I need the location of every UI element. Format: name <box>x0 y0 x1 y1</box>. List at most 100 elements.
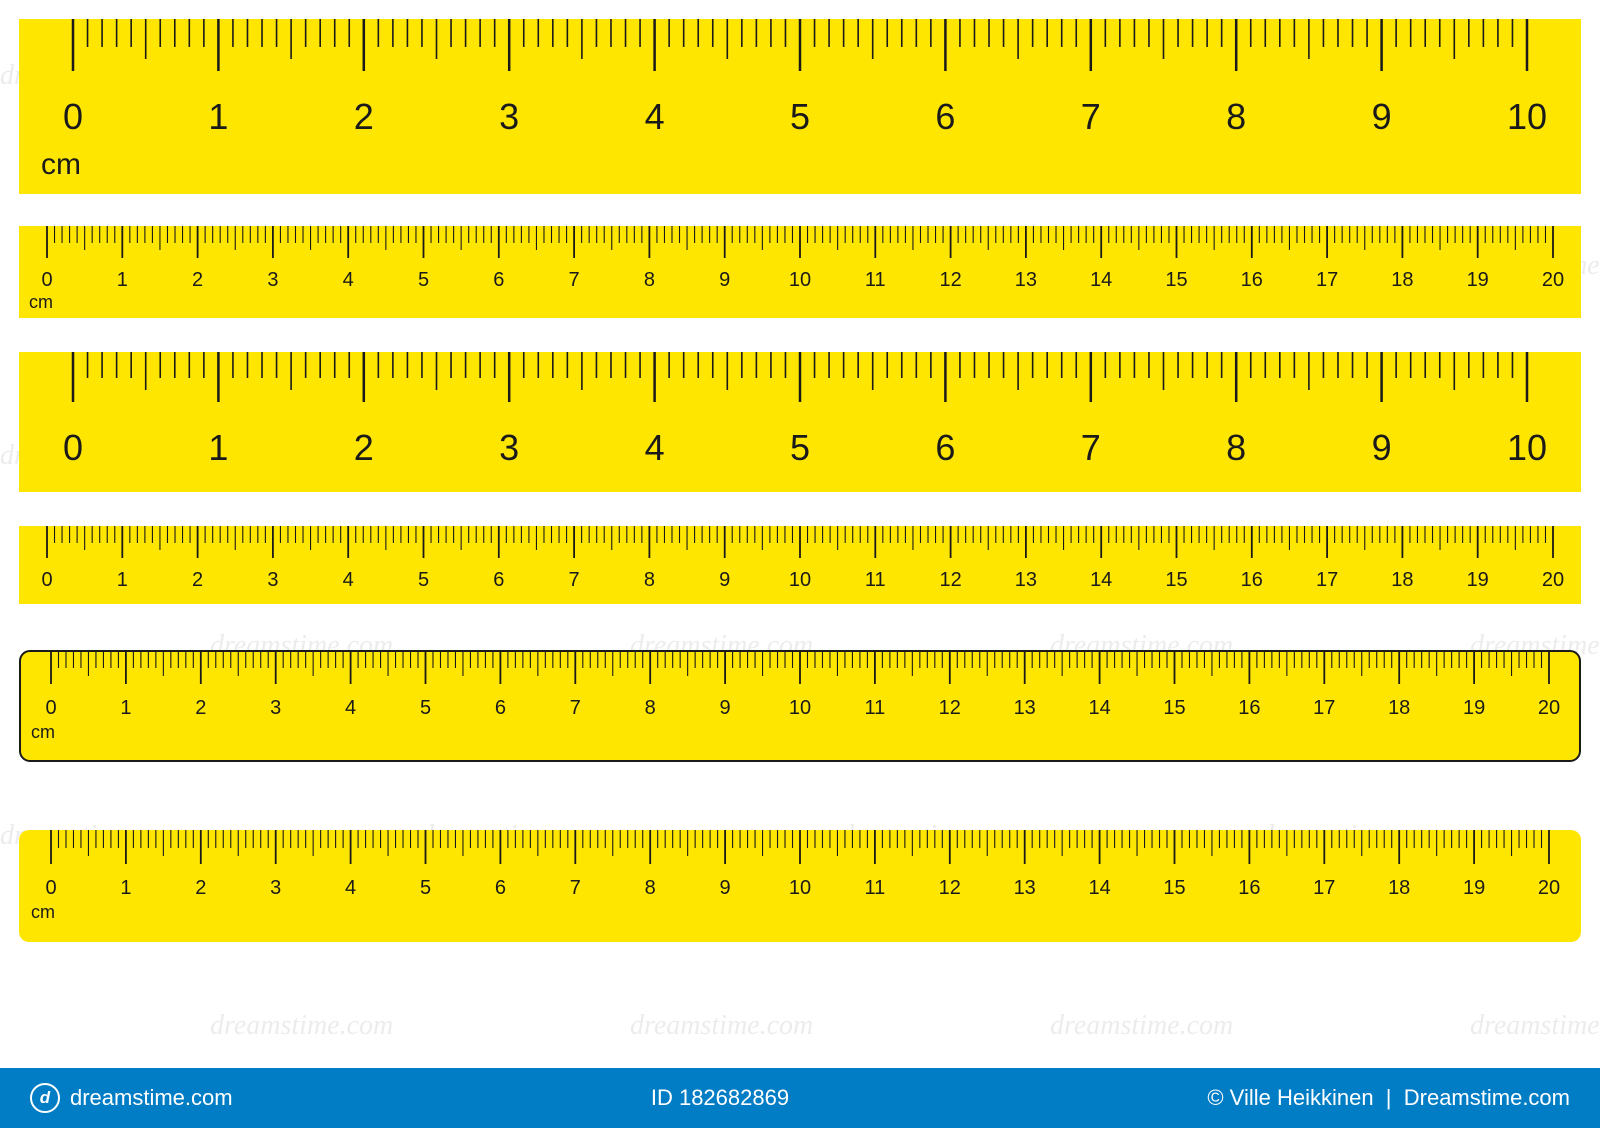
svg-text:10: 10 <box>789 269 811 291</box>
svg-text:2: 2 <box>195 877 206 899</box>
svg-text:3: 3 <box>267 269 278 291</box>
svg-text:4: 4 <box>343 269 354 291</box>
svg-text:12: 12 <box>939 569 961 591</box>
svg-text:13: 13 <box>1015 569 1037 591</box>
dreamstime-logo-icon: d <box>30 1083 60 1113</box>
svg-text:4: 4 <box>645 96 665 137</box>
svg-text:5: 5 <box>418 269 429 291</box>
svg-text:10: 10 <box>1507 96 1547 137</box>
svg-text:4: 4 <box>345 877 356 899</box>
svg-text:13: 13 <box>1014 697 1036 719</box>
svg-text:1: 1 <box>117 269 128 291</box>
footer-id: ID 182682869 <box>651 1085 789 1111</box>
watermark-text: dreamstime.com <box>1050 1010 1233 1042</box>
svg-text:19: 19 <box>1463 697 1485 719</box>
footer-brand: d dreamstime.com <box>30 1083 233 1113</box>
watermark-text: dreamstime.com <box>210 1010 393 1042</box>
svg-text:2: 2 <box>192 569 203 591</box>
svg-text:15: 15 <box>1163 877 1185 899</box>
svg-text:0: 0 <box>63 96 83 137</box>
svg-text:17: 17 <box>1313 877 1335 899</box>
ruler-10cm-large: 012345678910cm <box>19 19 1581 194</box>
svg-text:18: 18 <box>1391 269 1413 291</box>
attribution-footer: d dreamstime.com ID 182682869 © Ville He… <box>0 1068 1600 1128</box>
ruler-20cm-bordered: 01234567891011121314151617181920cm <box>19 650 1581 762</box>
svg-text:10: 10 <box>789 569 811 591</box>
svg-text:0: 0 <box>41 569 52 591</box>
svg-text:3: 3 <box>499 427 519 468</box>
svg-text:19: 19 <box>1467 269 1489 291</box>
watermark-text: dreamstime.com <box>630 1010 813 1042</box>
svg-text:9: 9 <box>1372 427 1392 468</box>
svg-text:7: 7 <box>570 877 581 899</box>
svg-text:2: 2 <box>192 269 203 291</box>
ruler-20cm-rounded: 01234567891011121314151617181920cm <box>19 830 1581 942</box>
svg-text:6: 6 <box>495 877 506 899</box>
svg-text:20: 20 <box>1538 697 1560 719</box>
svg-text:4: 4 <box>343 569 354 591</box>
svg-text:15: 15 <box>1163 697 1185 719</box>
svg-text:7: 7 <box>570 697 581 719</box>
svg-text:16: 16 <box>1238 697 1260 719</box>
svg-text:7: 7 <box>1081 427 1101 468</box>
svg-text:4: 4 <box>345 697 356 719</box>
svg-text:9: 9 <box>719 269 730 291</box>
svg-text:8: 8 <box>1226 96 1246 137</box>
svg-text:3: 3 <box>267 569 278 591</box>
svg-text:5: 5 <box>790 96 810 137</box>
svg-text:6: 6 <box>493 269 504 291</box>
svg-text:0: 0 <box>45 877 56 899</box>
svg-text:19: 19 <box>1467 569 1489 591</box>
svg-text:12: 12 <box>939 697 961 719</box>
svg-text:1: 1 <box>117 569 128 591</box>
svg-text:4: 4 <box>645 427 665 468</box>
svg-text:14: 14 <box>1088 877 1110 899</box>
svg-text:16: 16 <box>1241 569 1263 591</box>
svg-text:5: 5 <box>418 569 429 591</box>
svg-text:14: 14 <box>1088 697 1110 719</box>
ruler-20cm-b: 01234567891011121314151617181920 <box>19 526 1581 604</box>
ruler-collection-canvas: dreamstime.com dreamstime.com dreamstime.c… <box>0 0 1600 1128</box>
svg-text:0: 0 <box>41 269 52 291</box>
footer-brand-text: dreamstime.com <box>70 1085 233 1111</box>
svg-text:5: 5 <box>790 427 810 468</box>
svg-text:11: 11 <box>865 569 886 591</box>
svg-text:5: 5 <box>420 877 431 899</box>
svg-text:18: 18 <box>1388 697 1410 719</box>
svg-text:18: 18 <box>1391 569 1413 591</box>
svg-text:20: 20 <box>1538 877 1560 899</box>
svg-text:12: 12 <box>939 877 961 899</box>
svg-text:3: 3 <box>499 96 519 137</box>
svg-text:6: 6 <box>935 96 955 137</box>
svg-text:10: 10 <box>1507 427 1547 468</box>
svg-text:5: 5 <box>420 697 431 719</box>
svg-text:20: 20 <box>1542 269 1564 291</box>
svg-text:8: 8 <box>644 569 655 591</box>
svg-text:0: 0 <box>63 427 83 468</box>
svg-text:17: 17 <box>1316 269 1338 291</box>
svg-text:1: 1 <box>120 697 131 719</box>
svg-text:16: 16 <box>1238 877 1260 899</box>
svg-text:15: 15 <box>1165 569 1187 591</box>
svg-text:14: 14 <box>1090 569 1112 591</box>
svg-text:10: 10 <box>789 877 811 899</box>
svg-text:6: 6 <box>935 427 955 468</box>
svg-text:9: 9 <box>720 877 731 899</box>
svg-text:cm: cm <box>41 148 81 181</box>
svg-text:7: 7 <box>1081 96 1101 137</box>
svg-text:6: 6 <box>493 569 504 591</box>
svg-text:11: 11 <box>865 877 886 899</box>
svg-text:9: 9 <box>720 697 731 719</box>
svg-text:9: 9 <box>719 569 730 591</box>
footer-author: © Ville Heikkinen | Dreamstime.com <box>1207 1085 1570 1111</box>
svg-text:8: 8 <box>1226 427 1246 468</box>
svg-text:16: 16 <box>1241 269 1263 291</box>
svg-text:8: 8 <box>645 877 656 899</box>
svg-text:12: 12 <box>939 269 961 291</box>
svg-text:17: 17 <box>1316 569 1338 591</box>
svg-text:8: 8 <box>645 697 656 719</box>
svg-text:1: 1 <box>120 877 131 899</box>
svg-text:6: 6 <box>495 697 506 719</box>
svg-text:9: 9 <box>1372 96 1392 137</box>
watermark-text: dreamstime.com <box>1470 1010 1600 1042</box>
